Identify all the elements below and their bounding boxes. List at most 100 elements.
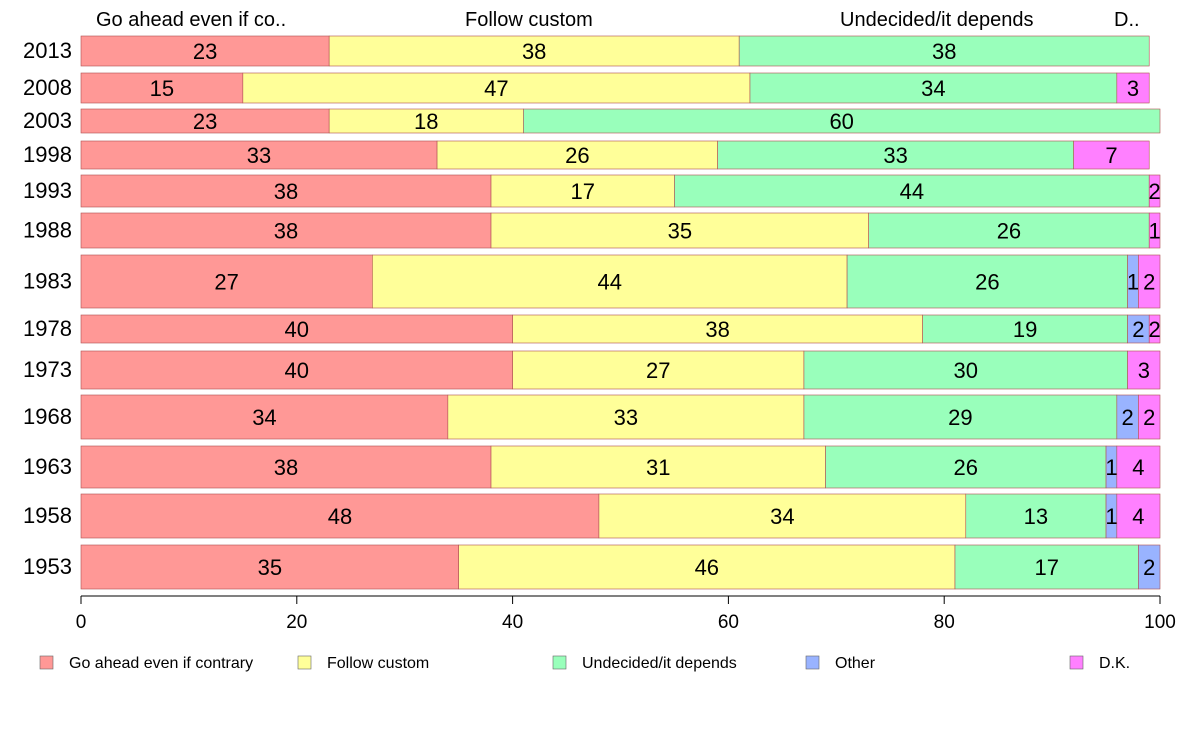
bar-value-label: 3 [1127,76,1139,101]
bar-value-label: 34 [770,504,794,529]
legend-swatch [1069,655,1084,670]
bar-segment [598,493,967,539]
y-tick-label: 1978 [23,316,72,341]
legend-swatch [297,655,312,670]
legend-label: Follow custom [327,655,429,672]
bar-value-label: 34 [921,76,945,101]
bar-segment [965,493,1107,539]
x-tick-label: 40 [502,612,523,633]
bar-segment [80,174,492,208]
bar-segment [1138,254,1161,309]
bar-value-label: 26 [954,455,978,480]
bar-value-label: 13 [1024,504,1048,529]
bar-segment [1138,394,1161,440]
bar-value-label: 2 [1132,317,1144,342]
bar-value-label: 2 [1148,317,1160,342]
bar-segment [1116,72,1150,104]
legend-swatch [552,655,567,670]
legend-label: Other [835,655,876,672]
bar-value-label: 17 [1034,555,1058,580]
bar-value-label: 35 [258,555,282,580]
bar-value-label: 2 [1148,179,1160,204]
bar-value-label: 44 [900,179,924,204]
bar-value-label: 7 [1105,143,1117,168]
bar-segment [80,108,330,134]
bar-value-label: 27 [214,270,238,295]
bar-value-label: 2 [1143,270,1155,295]
bar-value-label: 1 [1127,270,1139,295]
bar-value-label: 26 [975,270,999,295]
column-header-label: D.. [1114,9,1140,31]
bar-segment [1148,314,1161,344]
legend-swatch [805,655,820,670]
bar-segment [80,212,492,249]
bar-value-label: 38 [274,455,298,480]
bar-segment [1116,493,1161,539]
bar-value-label: 1 [1148,219,1160,244]
bar-segment [80,254,373,309]
bar-value-label: 2 [1122,405,1134,430]
bar-segment [490,174,675,208]
bar-value-label: 17 [570,179,594,204]
bar-value-label: 2 [1143,405,1155,430]
bar-value-label: 26 [565,143,589,168]
bar-segment [1127,350,1161,390]
bar-value-label: 34 [252,405,276,430]
column-header-label: Undecided/it depends [840,9,1033,31]
bar-value-label: 3 [1138,358,1150,383]
bar-segment [80,72,244,104]
y-tick-label: 1988 [23,218,72,243]
bar-segment [922,314,1128,344]
bar-segment [80,544,459,590]
bar-segment [80,493,600,539]
bar-segment [80,314,513,344]
bar-segment [1073,140,1150,170]
bar-value-label: 31 [646,455,670,480]
bar-value-label: 23 [193,39,217,64]
x-tick-label: 80 [934,612,955,633]
bar-value-label: 38 [705,317,729,342]
bar-segment [80,445,492,489]
bar-value-label: 4 [1132,455,1144,480]
bar-segment [803,394,1118,440]
y-tick-label: 1983 [23,269,72,294]
bar-segment [1138,544,1161,590]
bar-value-label: 44 [597,270,621,295]
bar-segment [490,445,826,489]
bar-value-label: 18 [414,109,438,134]
legend-label: D.K. [1099,655,1130,672]
bar-segment [447,394,805,440]
bar-value-label: 47 [484,76,508,101]
bar-segment [674,174,1150,208]
legend-label: Go ahead even if contrary [69,655,253,672]
bar-value-label: 33 [614,405,638,430]
bar-value-label: 40 [285,317,309,342]
bar-segment [717,140,1074,170]
bar-value-label: 38 [274,219,298,244]
bar-segment [328,35,740,67]
bar-segment [846,254,1128,309]
y-tick-label: 1953 [23,554,72,579]
bar-segment [458,544,956,590]
bar-segment [372,254,848,309]
bar-segment [328,108,524,134]
bar-value-label: 38 [274,179,298,204]
bar-value-label: 60 [829,109,853,134]
y-tick-label: 1958 [23,503,72,528]
bar-value-label: 30 [954,358,978,383]
legend-swatch [39,655,54,670]
y-tick-label: 1968 [23,404,72,429]
x-tick-label: 20 [286,612,307,633]
bar-segment [80,35,330,67]
bar-segment [512,314,923,344]
y-tick-label: 1998 [23,142,72,167]
bar-value-label: 40 [285,358,309,383]
bar-value-label: 2 [1143,555,1155,580]
bar-value-label: 48 [328,504,352,529]
y-tick-label: 1993 [23,178,72,203]
bar-segment [490,212,869,249]
y-tick-label: 2003 [23,108,72,133]
column-header-label: Follow custom [465,9,593,31]
